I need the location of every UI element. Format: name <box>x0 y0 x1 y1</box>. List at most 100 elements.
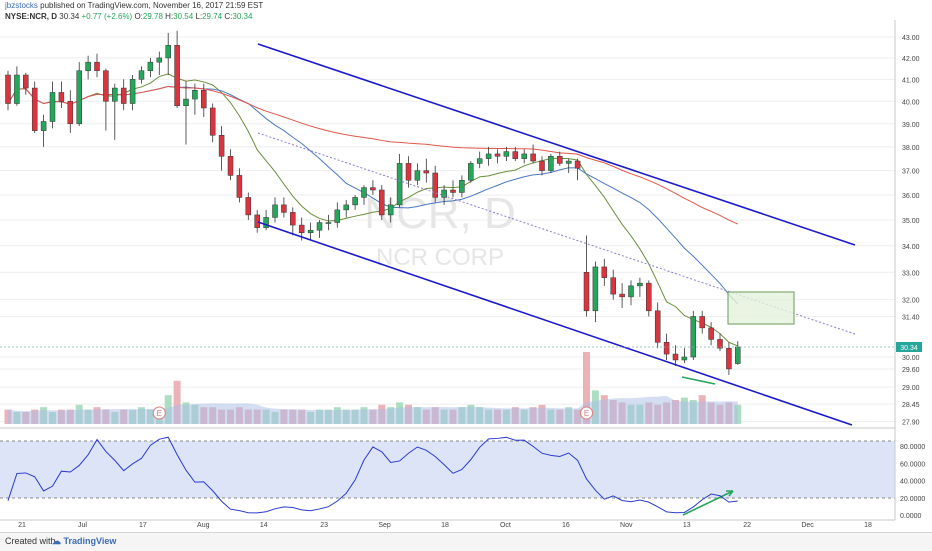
candle-body <box>646 282 652 312</box>
stoch-tick-label: 40.0000 <box>900 479 925 486</box>
candle-body <box>49 92 56 122</box>
tradingview-logo[interactable]: ☁ TradingView <box>52 536 117 546</box>
candle-body <box>726 347 732 370</box>
time-tick-label: Sep <box>378 522 391 529</box>
time-tick-label: Dec <box>801 522 814 529</box>
price-tick-label: 29.00 <box>902 385 920 392</box>
candle-body <box>530 153 536 162</box>
candle-body <box>174 45 180 106</box>
stoch-axis-labels: 80.0000 60.0000 40.0000 20.0000 0.0000 <box>900 444 925 520</box>
candle-body <box>672 353 679 361</box>
publish-info: published on TradingView.com, November 1… <box>40 1 264 10</box>
candle-body <box>637 282 643 287</box>
price-tick-label: 35.00 <box>902 218 920 225</box>
footer: Created with ☁ TradingView <box>0 532 932 551</box>
candle-body <box>40 121 47 131</box>
candle-body <box>281 204 287 213</box>
open-label: O: <box>134 12 143 21</box>
candle-body <box>263 217 269 228</box>
last-price: 30.34 <box>59 12 80 21</box>
candle-body <box>619 293 625 298</box>
candle-body <box>94 61 100 71</box>
volume-average-area <box>8 395 738 424</box>
candle-body <box>201 89 207 109</box>
candle-body <box>557 156 563 164</box>
candle-body <box>129 79 136 104</box>
candle-body <box>192 89 198 100</box>
candle-body <box>147 61 154 71</box>
candle-body <box>272 204 278 218</box>
candle-body <box>459 180 465 193</box>
stochastic-band <box>0 441 895 498</box>
time-tick-label: Aug <box>197 522 210 529</box>
candle-body <box>209 107 216 136</box>
candle-body <box>183 98 189 106</box>
candle-body <box>717 339 723 349</box>
candle-body <box>441 189 447 198</box>
price-tick-label: 33.00 <box>902 270 920 277</box>
price-tick-label: 28.45 <box>902 402 920 409</box>
candle-body <box>663 342 670 355</box>
price-tick-label: 36.00 <box>902 193 920 200</box>
candle-body <box>325 222 332 224</box>
candle-body <box>565 160 572 164</box>
price-tick-label: 31.40 <box>902 314 920 321</box>
candle-body <box>343 204 349 211</box>
divergence-price-line[interactable] <box>681 376 716 385</box>
candle-body <box>699 316 705 329</box>
candle-body <box>58 92 65 102</box>
time-axis-labels: 21 Jul 17 Aug 14 23 Sep 18 Oct 16 Nov 13 22 Dec 18 <box>18 522 872 529</box>
volume-bar <box>583 352 590 424</box>
candle-body <box>592 266 599 312</box>
target-zone-box[interactable] <box>727 291 795 325</box>
arrow-head-icon <box>726 490 734 497</box>
time-tick-label: 23 <box>320 522 328 529</box>
candle-body <box>290 212 296 226</box>
candle-body <box>601 266 608 278</box>
candle-body <box>120 87 127 104</box>
candle-body <box>227 156 234 176</box>
divergence-stoch-arrow[interactable] <box>682 490 734 516</box>
earnings-marker-label: E <box>157 409 162 418</box>
price-axis[interactable] <box>895 20 932 532</box>
author-link[interactable]: jbzstocks <box>5 1 38 10</box>
price-axis-labels: 43.00 42.00 41.00 40.00 39.00 38.00 37.00 36.00… <box>902 35 920 427</box>
candle-body <box>379 189 385 216</box>
candle-body <box>156 57 163 63</box>
candle-body <box>681 356 688 361</box>
created-with-label: Created with <box>5 536 56 546</box>
stoch-tick-label: 80.0000 <box>900 444 925 451</box>
last-price-tag-label: 30.34 <box>900 345 918 352</box>
chart-header: jbzstocks published on TradingView.com, … <box>5 0 925 26</box>
stock-chart[interactable]: NCR, D NCR CORP 43.00 42.00 41.00 40.00 39.0… <box>0 0 932 532</box>
candle-body <box>548 156 554 171</box>
low-value: 29.74 <box>202 12 223 21</box>
candle-body <box>103 70 109 102</box>
candle-body <box>112 87 118 102</box>
volume-bars <box>4 352 742 424</box>
price-tick-label: 43.00 <box>902 35 920 42</box>
candle-body <box>387 204 394 216</box>
drawings <box>257 43 856 516</box>
price-tick-label: 39.00 <box>902 122 920 129</box>
candle-body <box>307 229 314 234</box>
earnings-marker-label: E <box>584 409 589 418</box>
time-tick-label: 13 <box>683 522 691 529</box>
candle-body <box>361 187 367 198</box>
candle-body <box>494 153 501 157</box>
channel-lower-line[interactable] <box>257 221 853 426</box>
time-tick-label: Jul <box>78 522 87 529</box>
candle-body <box>67 101 74 125</box>
channel-upper-line[interactable] <box>257 43 856 246</box>
candle-body <box>334 209 341 223</box>
candle-body <box>735 346 741 364</box>
moving-averages <box>7 73 739 347</box>
open-value: 29.78 <box>142 12 163 21</box>
time-tick-label: Oct <box>500 522 511 529</box>
candle-body <box>14 74 20 104</box>
candle-body <box>298 224 305 234</box>
candle-body <box>574 160 581 169</box>
time-tick-label: 16 <box>562 522 570 529</box>
candle-body <box>138 70 145 80</box>
